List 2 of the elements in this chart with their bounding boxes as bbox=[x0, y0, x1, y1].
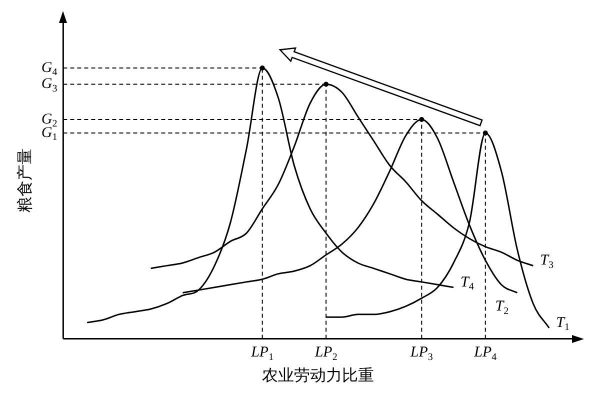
x-axis-title: 农业劳动力比重 bbox=[262, 366, 374, 385]
y-axis-title: 粮食产量 bbox=[16, 148, 34, 212]
